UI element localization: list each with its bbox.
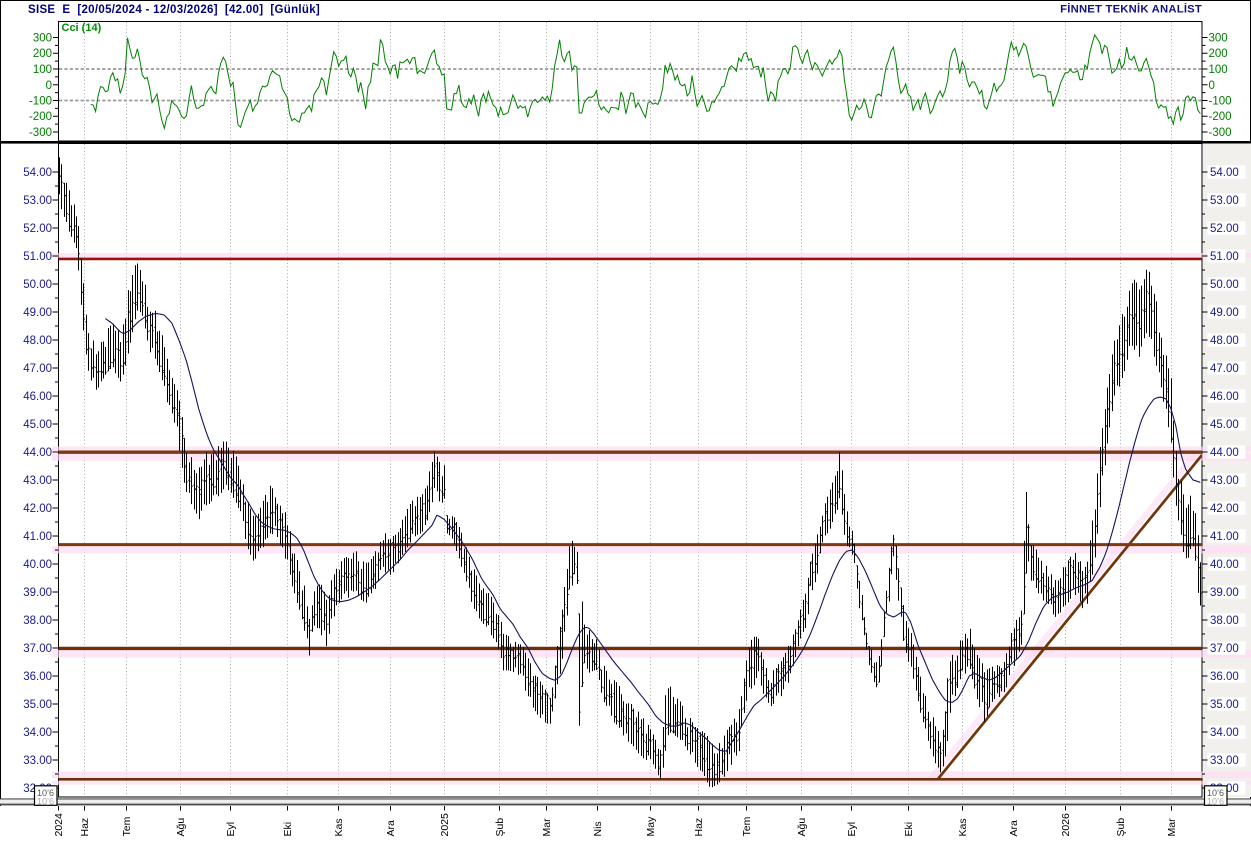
svg-text:34.00: 34.00 [1210,727,1239,739]
svg-text:Eyl: Eyl [846,822,858,837]
svg-text:37.00: 37.00 [23,643,52,655]
svg-text:33.00: 33.00 [1210,755,1239,767]
svg-text:48.00: 48.00 [23,335,52,347]
svg-text:Eki: Eki [282,822,294,837]
svg-text:May: May [645,816,657,837]
svg-text:Haz: Haz [693,818,705,837]
svg-text:38.00: 38.00 [1210,615,1239,627]
svg-text:39.00: 39.00 [23,587,52,599]
svg-text:Ara: Ara [385,820,397,837]
svg-text:FİNNET TEKNİK ANALİST: FİNNET TEKNİK ANALİST [1060,3,1202,16]
svg-text:300: 300 [33,33,52,45]
svg-text:39.00: 39.00 [1210,587,1239,599]
svg-text:SISE E [20/05/2024 - 12/03/2: SISE E [20/05/2024 - 12/03/2026] [42.00]… [28,4,320,16]
svg-text:41.00: 41.00 [1210,531,1239,543]
svg-text:40.00: 40.00 [23,559,52,571]
svg-text:35.00: 35.00 [1210,699,1239,711]
svg-text:50.00: 50.00 [23,279,52,291]
svg-text:35.00: 35.00 [23,699,52,711]
svg-text:49.00: 49.00 [23,307,52,319]
svg-text:2025: 2025 [439,813,451,837]
svg-text:45.00: 45.00 [1210,419,1239,431]
svg-text:Şub: Şub [494,818,506,837]
svg-text:10’6: 10’6 [1207,797,1224,807]
svg-text:48.00: 48.00 [1210,335,1239,347]
svg-text:52.00: 52.00 [23,223,52,235]
svg-text:-200: -200 [29,111,52,123]
svg-text:Şub: Şub [1115,818,1127,837]
svg-text:47.00: 47.00 [23,363,52,375]
svg-text:2026: 2026 [1060,813,1072,837]
svg-text:0: 0 [1209,80,1215,92]
svg-text:200: 200 [33,48,52,60]
svg-text:44.00: 44.00 [23,447,52,459]
svg-text:51.00: 51.00 [1210,251,1239,263]
svg-text:-300: -300 [1209,127,1232,139]
svg-text:100: 100 [33,64,52,76]
svg-text:40.00: 40.00 [1210,559,1239,571]
svg-text:Eki: Eki [903,822,915,837]
svg-text:46.00: 46.00 [1210,391,1239,403]
svg-text:Kas: Kas [957,818,969,836]
svg-text:36.00: 36.00 [23,671,52,683]
svg-text:300: 300 [1209,33,1228,45]
svg-text:Ara: Ara [1008,820,1020,837]
svg-text:47.00: 47.00 [1210,363,1239,375]
svg-text:Nis: Nis [592,821,604,836]
svg-text:37.00: 37.00 [1210,643,1239,655]
svg-text:36.00: 36.00 [1210,671,1239,683]
svg-text:50.00: 50.00 [1210,279,1239,291]
svg-text:Ağu: Ağu [796,818,808,837]
svg-text:45.00: 45.00 [23,419,52,431]
svg-text:-200: -200 [1209,111,1232,123]
svg-text:52.00: 52.00 [1210,223,1239,235]
svg-text:200: 200 [1209,48,1228,60]
svg-text:34.00: 34.00 [23,727,52,739]
svg-text:10’6: 10’6 [1207,788,1224,798]
svg-text:49.00: 49.00 [1210,307,1239,319]
svg-text:53.00: 53.00 [23,195,52,207]
svg-text:46.00: 46.00 [23,391,52,403]
svg-text:44.00: 44.00 [1210,447,1239,459]
svg-text:100: 100 [1209,64,1228,76]
svg-text:Mar: Mar [541,818,553,837]
svg-text:Mar: Mar [1166,818,1178,837]
svg-text:10’6: 10’6 [37,797,54,807]
svg-text:42.00: 42.00 [1210,503,1239,515]
svg-text:-100: -100 [1209,96,1232,108]
svg-text:43.00: 43.00 [1210,475,1239,487]
svg-text:2024: 2024 [53,813,65,837]
svg-text:41.00: 41.00 [23,531,52,543]
svg-text:Tem: Tem [741,816,753,836]
svg-text:53.00: 53.00 [1210,195,1239,207]
svg-text:Ağu: Ağu [175,818,187,837]
svg-text:51.00: 51.00 [23,251,52,263]
svg-text:54.00: 54.00 [23,167,52,179]
svg-text:0: 0 [46,80,52,92]
svg-text:43.00: 43.00 [23,475,52,487]
svg-text:-300: -300 [29,127,52,139]
svg-text:10’6: 10’6 [37,788,54,798]
svg-text:42.00: 42.00 [23,503,52,515]
svg-text:Kas: Kas [333,818,345,836]
svg-text:Cci (14): Cci (14) [62,22,102,34]
svg-text:Eyl: Eyl [225,822,237,837]
svg-text:54.00: 54.00 [1210,167,1239,179]
svg-text:33.00: 33.00 [23,755,52,767]
svg-text:-100: -100 [29,96,52,108]
svg-text:Tem: Tem [121,816,133,836]
svg-text:38.00: 38.00 [23,615,52,627]
svg-text:Haz: Haz [79,818,91,837]
